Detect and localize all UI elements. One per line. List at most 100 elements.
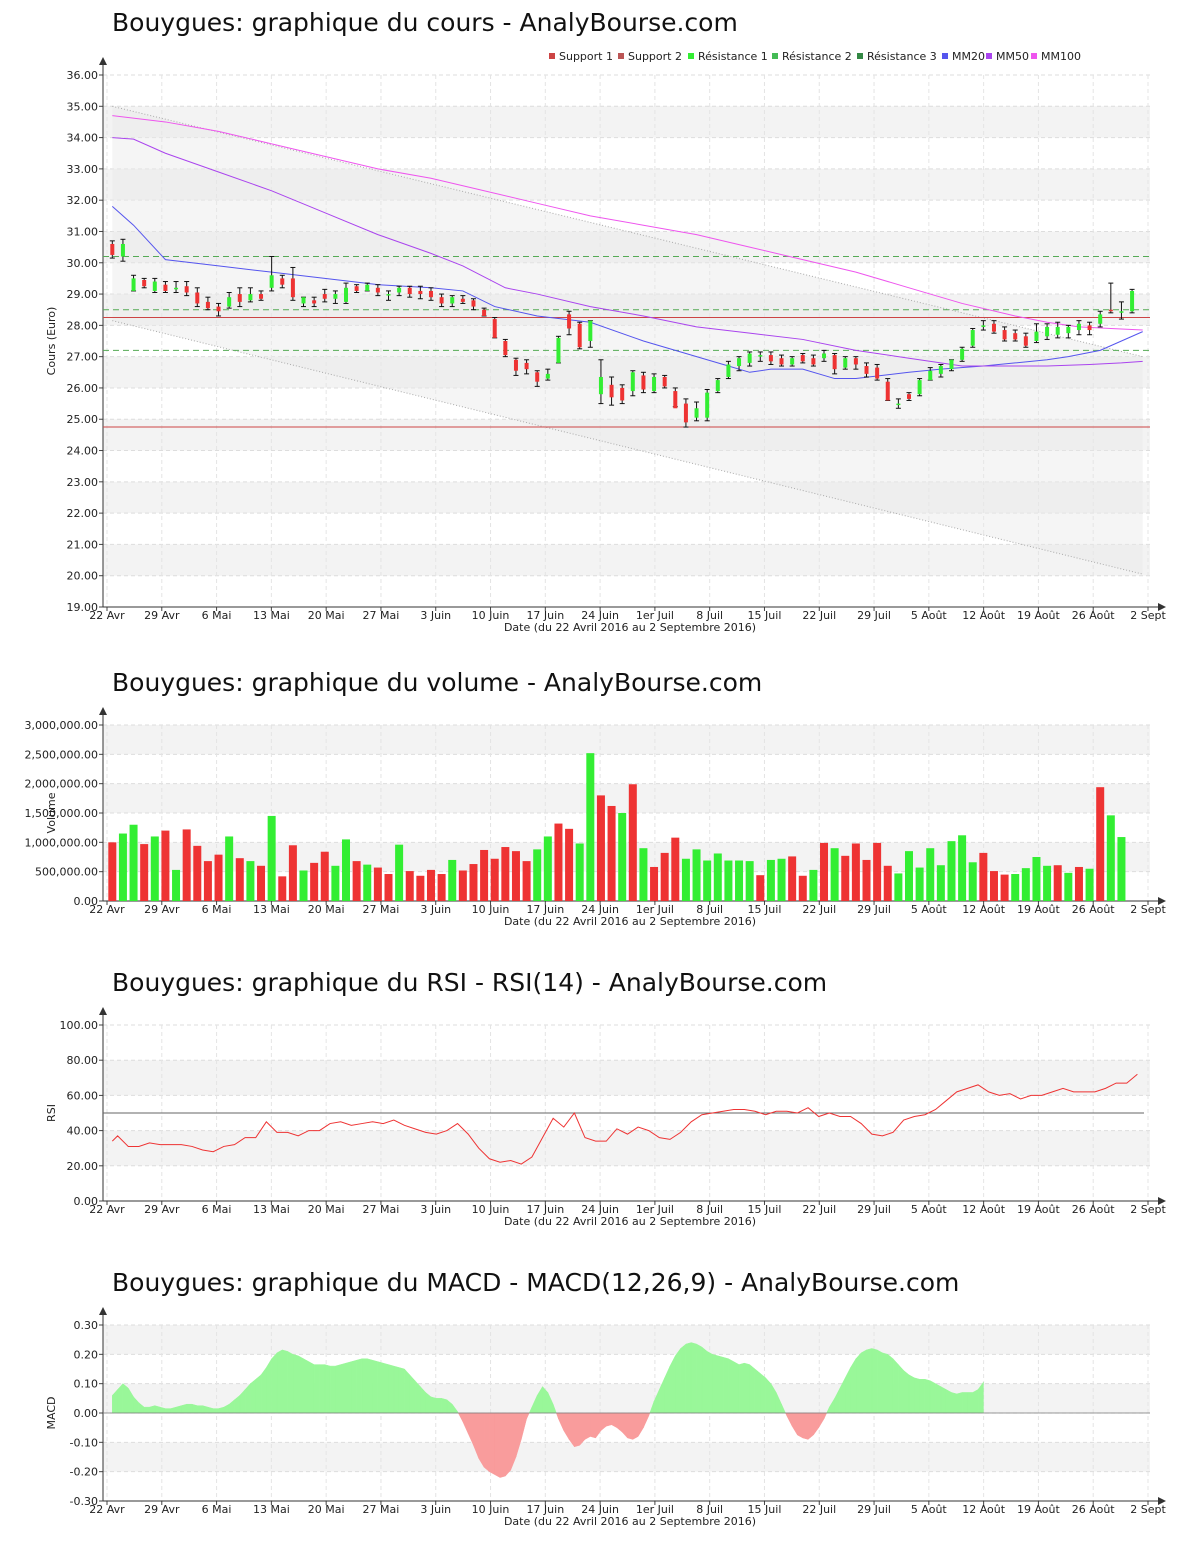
volume-bar: [618, 813, 627, 901]
macd-area-segment: [568, 1412, 575, 1448]
macd-area-segment: [297, 1355, 304, 1414]
candle-body: [652, 376, 657, 392]
volume-bar: [671, 837, 680, 901]
macd-area-segment: [712, 1354, 719, 1414]
candle-body: [737, 358, 742, 367]
volume-bar: [660, 852, 669, 901]
macd-area-segment: [951, 1392, 958, 1414]
volume-bar: [873, 842, 882, 901]
y-tick-label: 19.00: [67, 601, 99, 614]
y-tick-label: 0.10: [74, 1378, 99, 1391]
candle-body: [1119, 311, 1124, 313]
macd-area-segment: [505, 1412, 511, 1477]
x-tick-label: 24 Juin: [581, 1203, 619, 1216]
candle-body: [301, 297, 306, 304]
candle-body: [768, 355, 773, 362]
macd-area-segment: [754, 1368, 761, 1414]
volume-bar: [310, 862, 319, 901]
y-axis-label: Volume: [45, 792, 58, 833]
candle-body: [290, 278, 295, 298]
x-tick-label: 15 Juil: [748, 1203, 782, 1216]
candle-body: [1034, 331, 1039, 341]
candle-body: [450, 297, 455, 304]
macd-area-segment: [611, 1412, 618, 1429]
legend-swatch: [986, 53, 992, 59]
macd-area-segment: [717, 1355, 724, 1414]
y-axis-label: RSI: [45, 1104, 58, 1122]
y-tick-label: -0.30: [70, 1495, 98, 1508]
volume-bar: [522, 861, 531, 901]
macd-area-segment: [722, 1356, 729, 1414]
macd-area-segment: [701, 1346, 708, 1414]
macd-area-segment: [940, 1386, 947, 1414]
macd-area-segment: [961, 1392, 968, 1414]
candle-body: [1045, 326, 1050, 337]
legend-swatch: [1031, 53, 1037, 59]
macd-area-segment: [643, 1412, 649, 1428]
macd-area-segment: [409, 1374, 416, 1414]
candle-body: [227, 297, 232, 307]
x-tick-label: 3 Juin: [420, 903, 451, 916]
volume-bar: [225, 836, 234, 901]
macd-area-segment: [478, 1412, 485, 1469]
y-tick-label: 31.00: [67, 225, 99, 238]
legend-label: Résistance 2: [782, 50, 852, 63]
volume-bar: [363, 864, 372, 901]
macd-area-segment: [632, 1412, 639, 1440]
x-tick-label: 6 Mai: [202, 1503, 232, 1516]
volume-bar: [320, 851, 329, 901]
x-tick-label: 17 Juin: [526, 1503, 564, 1516]
y-tick-label: 1,500,000.00: [25, 807, 98, 820]
candle-body: [407, 287, 412, 295]
macd-area-segment: [696, 1343, 703, 1414]
volume-bar: [703, 860, 712, 901]
y-tick-label: 80.00: [67, 1054, 99, 1067]
macd-area-segment: [457, 1412, 464, 1422]
x-tick-label: 29 Juil: [857, 1203, 891, 1216]
macd-area-segment: [494, 1412, 501, 1478]
volume-bar: [745, 861, 754, 901]
volume-bar: [788, 856, 797, 901]
grid-band: [103, 1130, 1150, 1166]
volume-bar: [533, 849, 542, 901]
volume-bar: [798, 875, 807, 901]
macd-area-segment: [271, 1352, 278, 1414]
x-tick-label: 15 Juil: [748, 1503, 782, 1516]
macd-area-segment: [292, 1354, 299, 1414]
macd-area-segment: [749, 1364, 756, 1414]
x-axis-label: Date (du 22 Avril 2016 au 2 Septembre 20…: [504, 1515, 756, 1528]
x-tick-label: 6 Mai: [202, 903, 232, 916]
x-tick-label: 8 Juil: [696, 609, 723, 622]
grid-band: [103, 356, 1150, 388]
volume-bar: [501, 847, 510, 901]
candle-body: [1087, 325, 1092, 331]
volume-bar: [894, 873, 903, 901]
candle-body: [386, 294, 391, 296]
grid-band: [103, 231, 1150, 263]
candle-body: [216, 306, 221, 312]
candle-body: [322, 294, 327, 299]
x-tick-label: 26 Août: [1072, 1503, 1116, 1516]
candle-body: [1130, 290, 1135, 312]
macd-area-segment: [802, 1412, 809, 1440]
grid-band: [103, 1060, 1150, 1096]
candle-body: [1055, 326, 1060, 335]
macd-area-segment: [303, 1358, 310, 1414]
macd-area-segment: [791, 1412, 798, 1436]
y-tick-label: 33.00: [67, 163, 99, 176]
volume-bar: [650, 866, 659, 901]
volume-bar: [936, 865, 945, 901]
legend-label: MM20: [952, 50, 985, 63]
volume-bar: [947, 841, 956, 901]
y-tick-label: 35.00: [67, 100, 99, 113]
volume-bar: [1074, 866, 1083, 901]
x-tick-label: 29 Avr: [144, 1503, 180, 1516]
macd-area-segment: [839, 1377, 846, 1414]
x-tick-label: 20 Mai: [308, 1203, 345, 1216]
candle-body: [822, 353, 827, 359]
x-tick-label: 5 Août: [911, 903, 948, 916]
grid-band: [103, 544, 1150, 576]
macd-area-segment: [367, 1358, 373, 1414]
macd-area-segment: [728, 1358, 734, 1414]
x-tick-label: 20 Mai: [308, 609, 345, 622]
